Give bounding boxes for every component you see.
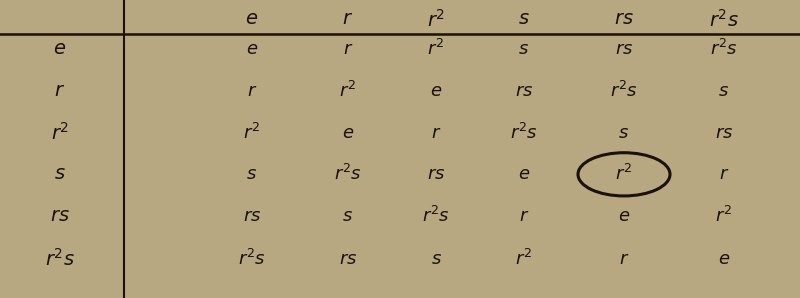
Text: $r$: $r$ [431,124,441,142]
Text: $rs$: $rs$ [614,10,634,28]
Text: $s$: $s$ [430,250,442,268]
Text: $r^{2}s$: $r^{2}s$ [422,206,450,226]
Text: $e$: $e$ [518,165,530,183]
Text: $r$: $r$ [54,82,66,100]
Text: $r^{2}s$: $r^{2}s$ [334,164,362,184]
Text: $r$: $r$ [247,82,257,100]
Text: $s$: $s$ [618,124,630,142]
Text: $r^{2}$: $r^{2}$ [515,249,533,269]
Text: $s$: $s$ [518,10,530,28]
Text: $s$: $s$ [718,82,730,100]
Text: $e$: $e$ [430,82,442,100]
Text: $e$: $e$ [718,250,730,268]
Text: $r$: $r$ [342,10,354,28]
Text: $r$: $r$ [719,165,729,183]
Text: $s$: $s$ [342,207,354,225]
Text: $s$: $s$ [518,40,530,58]
Text: $s$: $s$ [54,165,66,183]
Text: $e$: $e$ [246,40,258,58]
Text: $e$: $e$ [342,124,354,142]
Text: $s$: $s$ [246,165,258,183]
Text: $rs$: $rs$ [714,124,734,142]
Text: $r^{2}s$: $r^{2}s$ [45,248,75,270]
Text: $e$: $e$ [246,10,258,28]
Text: $r^{2}$: $r^{2}$ [339,81,357,101]
Text: $r^{2}s$: $r^{2}s$ [709,8,739,30]
Text: $r^{2}s$: $r^{2}s$ [238,249,266,269]
Text: $rs$: $rs$ [50,207,70,225]
Text: $r$: $r$ [619,250,629,268]
Text: $r^{2}$: $r^{2}$ [243,122,261,143]
Text: $r^{2}$: $r^{2}$ [427,39,445,59]
Text: $r^{2}s$: $r^{2}s$ [610,81,638,101]
Text: $r^{2}$: $r^{2}$ [615,164,633,184]
Text: $rs$: $rs$ [426,165,446,183]
Text: $rs$: $rs$ [614,40,634,58]
Text: $r^{2}$: $r^{2}$ [51,122,69,144]
Text: $rs$: $rs$ [242,207,262,225]
Text: $rs$: $rs$ [514,82,534,100]
Text: $r^{2}s$: $r^{2}s$ [510,122,538,143]
Text: $rs$: $rs$ [338,250,358,268]
Text: $e$: $e$ [54,40,66,58]
Text: $r^{2}s$: $r^{2}s$ [710,39,738,59]
Text: $e$: $e$ [618,207,630,225]
Text: $r$: $r$ [519,207,529,225]
Text: $r$: $r$ [343,40,353,58]
Text: $r^{2}$: $r^{2}$ [427,8,445,30]
Text: $r^{2}$: $r^{2}$ [715,206,733,226]
